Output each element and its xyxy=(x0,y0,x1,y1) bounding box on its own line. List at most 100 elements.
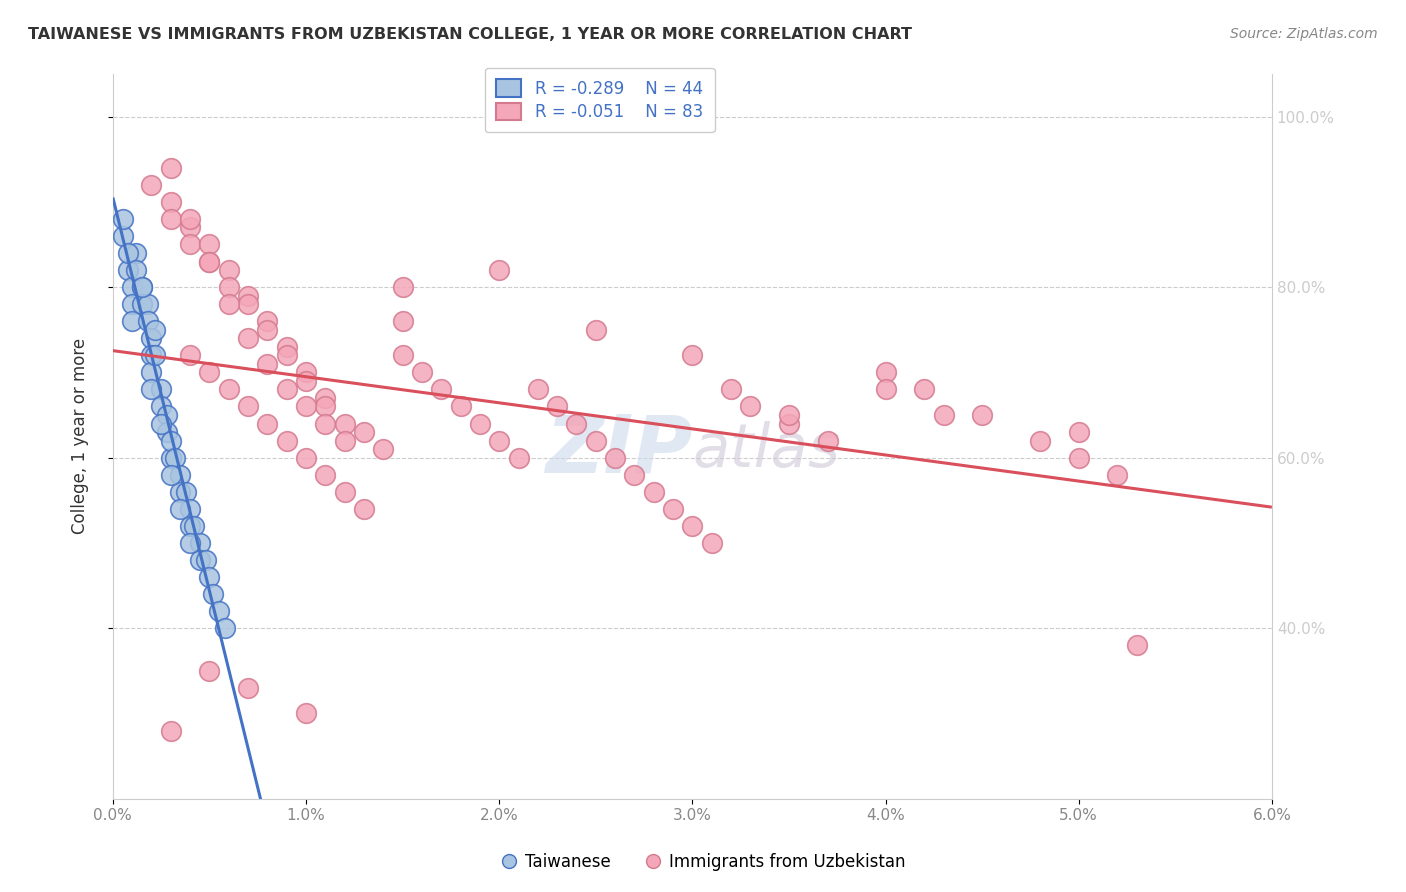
Point xyxy=(141,348,163,362)
Point xyxy=(179,501,201,516)
Point xyxy=(333,434,356,448)
Point xyxy=(643,484,665,499)
Point xyxy=(391,348,413,362)
Point xyxy=(681,519,703,533)
Point xyxy=(1067,450,1090,465)
Point xyxy=(194,553,217,567)
Point xyxy=(817,434,839,448)
Point xyxy=(198,237,221,252)
Point xyxy=(121,297,143,311)
Point xyxy=(256,357,278,371)
Point xyxy=(411,365,433,379)
Text: ZIP: ZIP xyxy=(546,412,692,490)
Point xyxy=(150,400,173,414)
Text: atlas: atlas xyxy=(692,421,841,480)
Point xyxy=(1125,638,1147,652)
Point xyxy=(276,383,298,397)
Point xyxy=(174,484,197,499)
Text: TAIWANESE VS IMMIGRANTS FROM UZBEKISTAN COLLEGE, 1 YEAR OR MORE CORRELATION CHAR: TAIWANESE VS IMMIGRANTS FROM UZBEKISTAN … xyxy=(28,27,912,42)
Point xyxy=(136,314,159,328)
Point xyxy=(700,536,723,550)
Point xyxy=(179,348,201,362)
Point xyxy=(314,417,336,431)
Point xyxy=(256,323,278,337)
Point xyxy=(131,280,153,294)
Point xyxy=(188,553,211,567)
Point xyxy=(295,400,318,414)
Point xyxy=(256,314,278,328)
Point xyxy=(208,604,231,618)
Point xyxy=(179,211,201,226)
Point xyxy=(353,501,375,516)
Point xyxy=(179,536,201,550)
Point xyxy=(179,519,201,533)
Point xyxy=(159,211,181,226)
Point xyxy=(159,450,181,465)
Point xyxy=(333,417,356,431)
Point xyxy=(218,263,240,277)
Point xyxy=(183,519,205,533)
Point xyxy=(585,434,607,448)
Point xyxy=(875,383,897,397)
Point xyxy=(143,323,166,337)
Point xyxy=(450,400,472,414)
Point xyxy=(111,229,134,244)
Point xyxy=(117,263,139,277)
Point xyxy=(236,681,259,695)
Point xyxy=(125,246,148,260)
Point xyxy=(143,348,166,362)
Point xyxy=(662,501,685,516)
Point xyxy=(295,706,318,721)
Point xyxy=(141,331,163,345)
Point xyxy=(276,434,298,448)
Point xyxy=(121,314,143,328)
Point xyxy=(202,587,225,601)
Point xyxy=(198,254,221,268)
Point xyxy=(125,263,148,277)
Point xyxy=(314,467,336,482)
Point xyxy=(565,417,588,431)
Point xyxy=(236,288,259,302)
Point xyxy=(256,417,278,431)
Point xyxy=(218,383,240,397)
Point xyxy=(972,408,994,422)
Point xyxy=(218,280,240,294)
Point xyxy=(353,425,375,439)
Point xyxy=(159,723,181,738)
Y-axis label: College, 1 year or more: College, 1 year or more xyxy=(72,338,89,534)
Point xyxy=(169,467,191,482)
Point xyxy=(314,400,336,414)
Point xyxy=(488,434,510,448)
Point xyxy=(314,391,336,405)
Legend: R = -0.289    N = 44, R = -0.051    N = 83: R = -0.289 N = 44, R = -0.051 N = 83 xyxy=(485,68,714,132)
Point xyxy=(276,340,298,354)
Point xyxy=(169,501,191,516)
Point xyxy=(131,297,153,311)
Point xyxy=(136,297,159,311)
Point xyxy=(150,417,173,431)
Point xyxy=(159,161,181,175)
Point xyxy=(163,450,186,465)
Point xyxy=(295,374,318,388)
Point xyxy=(1107,467,1129,482)
Point xyxy=(912,383,935,397)
Point xyxy=(150,383,173,397)
Point xyxy=(121,280,143,294)
Point xyxy=(198,664,221,678)
Point xyxy=(141,365,163,379)
Point xyxy=(932,408,955,422)
Point xyxy=(179,220,201,235)
Point xyxy=(188,536,211,550)
Point xyxy=(875,365,897,379)
Legend: Taiwanese, Immigrants from Uzbekistan: Taiwanese, Immigrants from Uzbekistan xyxy=(492,845,914,880)
Point xyxy=(295,450,318,465)
Point xyxy=(1067,425,1090,439)
Point xyxy=(111,211,134,226)
Point xyxy=(468,417,491,431)
Point xyxy=(276,348,298,362)
Point xyxy=(740,400,762,414)
Point xyxy=(198,365,221,379)
Point xyxy=(333,484,356,499)
Point xyxy=(623,467,645,482)
Point xyxy=(156,425,179,439)
